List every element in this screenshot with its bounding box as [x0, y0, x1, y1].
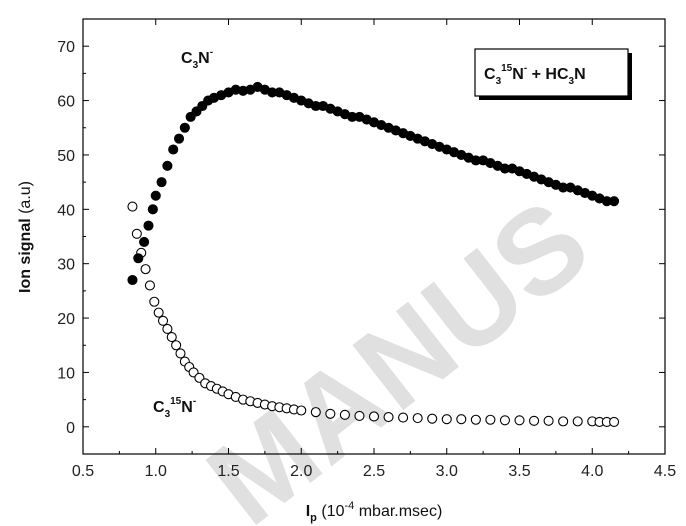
- x-tick-label: 4.5: [654, 463, 676, 480]
- data-point-open: [131, 228, 142, 239]
- data-point-open: [175, 348, 186, 359]
- x-tick-label: 3.0: [436, 463, 458, 480]
- y-tick-label: 20: [57, 311, 75, 328]
- data-point-open: [127, 201, 138, 212]
- data-point-open: [325, 408, 336, 419]
- data-point-open: [296, 405, 307, 416]
- watermark: MANUS: [184, 174, 613, 526]
- y-tick-label: 70: [57, 39, 75, 56]
- data-point-open: [456, 414, 467, 425]
- data-point-open: [144, 280, 155, 291]
- data-point-filled: [133, 253, 144, 264]
- data-point-filled: [147, 204, 158, 215]
- x-tick-label: 2.5: [363, 463, 385, 480]
- y-tick-label: 10: [57, 365, 75, 382]
- annotation-lower: C315N-: [153, 396, 196, 420]
- x-tick-label: 3.5: [508, 463, 530, 480]
- y-tick-label: 30: [57, 257, 75, 274]
- legend-text: C315N- + HC3N: [484, 63, 586, 87]
- data-point-open: [609, 416, 620, 427]
- legend-box: C315N- + HC3N: [474, 48, 632, 100]
- data-point-open: [310, 407, 321, 418]
- y-tick-label: 40: [57, 202, 75, 219]
- data-point-filled: [168, 144, 179, 155]
- data-point-filled: [150, 190, 161, 201]
- data-point-open: [171, 340, 182, 351]
- data-point-open: [339, 409, 350, 420]
- data-point-open: [558, 416, 569, 427]
- series-open-circles: [127, 201, 620, 427]
- y-tick-label: 0: [66, 420, 75, 437]
- data-point-open: [572, 416, 583, 427]
- data-point-open: [162, 323, 173, 334]
- annotation-upper: C3N-: [181, 47, 213, 71]
- data-point-open: [499, 415, 511, 426]
- x-tick-label: 4.0: [581, 463, 603, 480]
- data-point-open: [354, 410, 365, 421]
- data-point-filled: [139, 236, 150, 247]
- data-point-open: [383, 411, 394, 423]
- data-point-open: [398, 412, 409, 423]
- data-point-open: [140, 264, 151, 275]
- data-point-open: [543, 415, 554, 426]
- data-point-filled: [609, 196, 620, 207]
- data-point-open: [412, 413, 423, 424]
- data-point-open: [514, 415, 525, 426]
- y-tick-label: 60: [57, 94, 75, 111]
- data-point-filled: [143, 220, 154, 231]
- data-point-filled: [162, 160, 173, 171]
- data-point-open: [441, 414, 452, 425]
- x-axis-title: Ip (10-4 mbar.msec): [306, 500, 443, 524]
- data-point-open: [157, 315, 169, 326]
- data-point-filled: [156, 177, 167, 188]
- x-tick-label: 2.0: [290, 463, 312, 480]
- y-axis-title: Ion signal (a.u): [17, 181, 34, 293]
- x-axis: 0.5 1.0 1.5 2.0 2.5 3.0 3.5 4.0 4.5: [72, 19, 676, 480]
- data-point-open: [153, 307, 164, 318]
- x-tick-label: 0.5: [72, 463, 94, 480]
- data-point-open: [485, 414, 496, 425]
- data-point-open: [470, 414, 481, 425]
- y-tick-label: 50: [57, 148, 75, 165]
- data-point-open: [427, 413, 438, 424]
- data-point-open: [368, 411, 380, 422]
- data-point-open: [149, 296, 160, 307]
- data-point-open: [528, 415, 540, 426]
- data-point-filled: [179, 122, 190, 133]
- series-filled-circles: [127, 81, 620, 286]
- y-axis: 0 10 20 30 40 50 60 70: [57, 39, 665, 437]
- data-point-open: [166, 332, 177, 343]
- data-point-filled: [127, 274, 138, 286]
- x-tick-label: 1.5: [217, 463, 239, 480]
- x-tick-label: 1.0: [145, 463, 167, 480]
- data-point-filled: [173, 133, 185, 144]
